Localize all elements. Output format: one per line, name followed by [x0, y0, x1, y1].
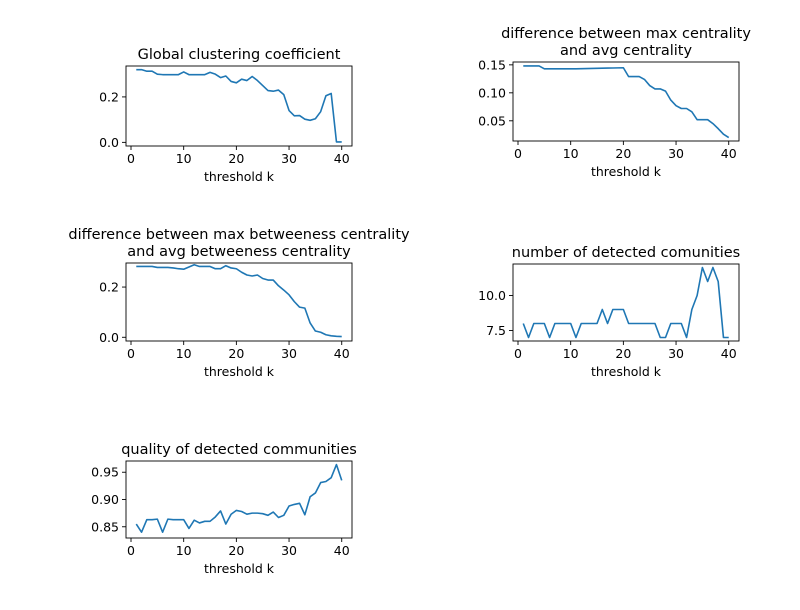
y-tick-label: 0.15: [478, 57, 506, 72]
x-axis-label: threshold k: [591, 364, 662, 379]
x-tick-label: 10: [176, 346, 192, 361]
chart-title: quality of detected communities: [121, 442, 357, 458]
x-tick-label: 0: [514, 346, 522, 361]
x-tick-label: 40: [334, 151, 350, 166]
x-tick-label: 10: [176, 543, 192, 558]
x-tick-label: 10: [563, 146, 579, 161]
plot-frame: [512, 263, 740, 342]
y-tick-label: 7.5: [486, 323, 506, 338]
plot-frame: [125, 65, 353, 147]
x-tick-label: 30: [668, 346, 684, 361]
y-tick-label: 0.85: [91, 519, 119, 534]
chart-title: number of detected comunities: [512, 245, 740, 261]
chart-title: difference between max betweeness centra…: [68, 227, 410, 243]
chart-title: Global clustering coefficient: [138, 47, 341, 63]
chart-title: and avg betweeness centrality: [127, 244, 351, 260]
y-tick-label: 10.0: [478, 288, 506, 303]
x-tick-label: 0: [127, 151, 135, 166]
series-line: [136, 68, 342, 143]
y-tick-label: 0.0: [99, 135, 119, 150]
x-tick-label: 30: [281, 346, 297, 361]
plot-frame: [512, 61, 740, 142]
x-tick-label: 30: [281, 543, 297, 558]
x-axis-label: threshold k: [591, 164, 662, 179]
series-line: [136, 263, 342, 338]
x-tick-label: 30: [668, 146, 684, 161]
y-tick-label: 0.05: [478, 113, 506, 128]
x-tick-label: 40: [334, 346, 350, 361]
x-tick-label: 20: [615, 346, 631, 361]
subplot-2: 0 10 20 30 40 0.05 0.10 0.15 threshold k differen…: [478, 26, 751, 179]
x-tick-label: 30: [281, 151, 297, 166]
subplot-4: 0 10 20 30 40 7.5 10.0 threshold k number of det…: [478, 245, 740, 379]
x-tick-label: 20: [228, 151, 244, 166]
x-axis-label: threshold k: [204, 364, 275, 379]
x-tick-label: 0: [127, 543, 135, 558]
subplot-5: 0 10 20 30 40 0.85 0.90 0.95 threshold k quality …: [91, 442, 357, 576]
x-tick-label: 10: [563, 346, 579, 361]
y-tick-label: 0.95: [91, 465, 119, 480]
chart-title: difference between max centrality: [501, 26, 751, 42]
x-tick-label: 40: [334, 543, 350, 558]
series-line: [523, 65, 730, 139]
y-tick-label: 0.2: [99, 280, 119, 295]
x-tick-label: 20: [615, 146, 631, 161]
y-tick-label: 0.10: [478, 85, 506, 100]
x-axis-label: threshold k: [204, 169, 275, 184]
x-tick-label: 20: [228, 346, 244, 361]
y-tick-label: 0.90: [91, 492, 119, 507]
subplot-3: 0 10 20 30 40 0.0 0.2 threshold k difference bet…: [68, 227, 410, 379]
x-tick-label: 40: [721, 346, 737, 361]
series-line: [135, 463, 343, 534]
x-axis-label: threshold k: [204, 561, 275, 576]
x-tick-label: 0: [514, 146, 522, 161]
subplot-1: 0 10 20 30 40 0.0 0.2 threshold k Global cluster…: [99, 47, 353, 184]
x-tick-label: 0: [127, 346, 135, 361]
chart-title: and avg centrality: [560, 43, 693, 59]
series-line: [522, 266, 729, 339]
x-tick-label: 10: [176, 151, 192, 166]
y-tick-label: 0.0: [99, 330, 119, 345]
plot-frame: [125, 262, 353, 342]
x-tick-label: 40: [721, 146, 737, 161]
y-tick-label: 0.2: [99, 89, 119, 104]
x-tick-label: 20: [228, 543, 244, 558]
